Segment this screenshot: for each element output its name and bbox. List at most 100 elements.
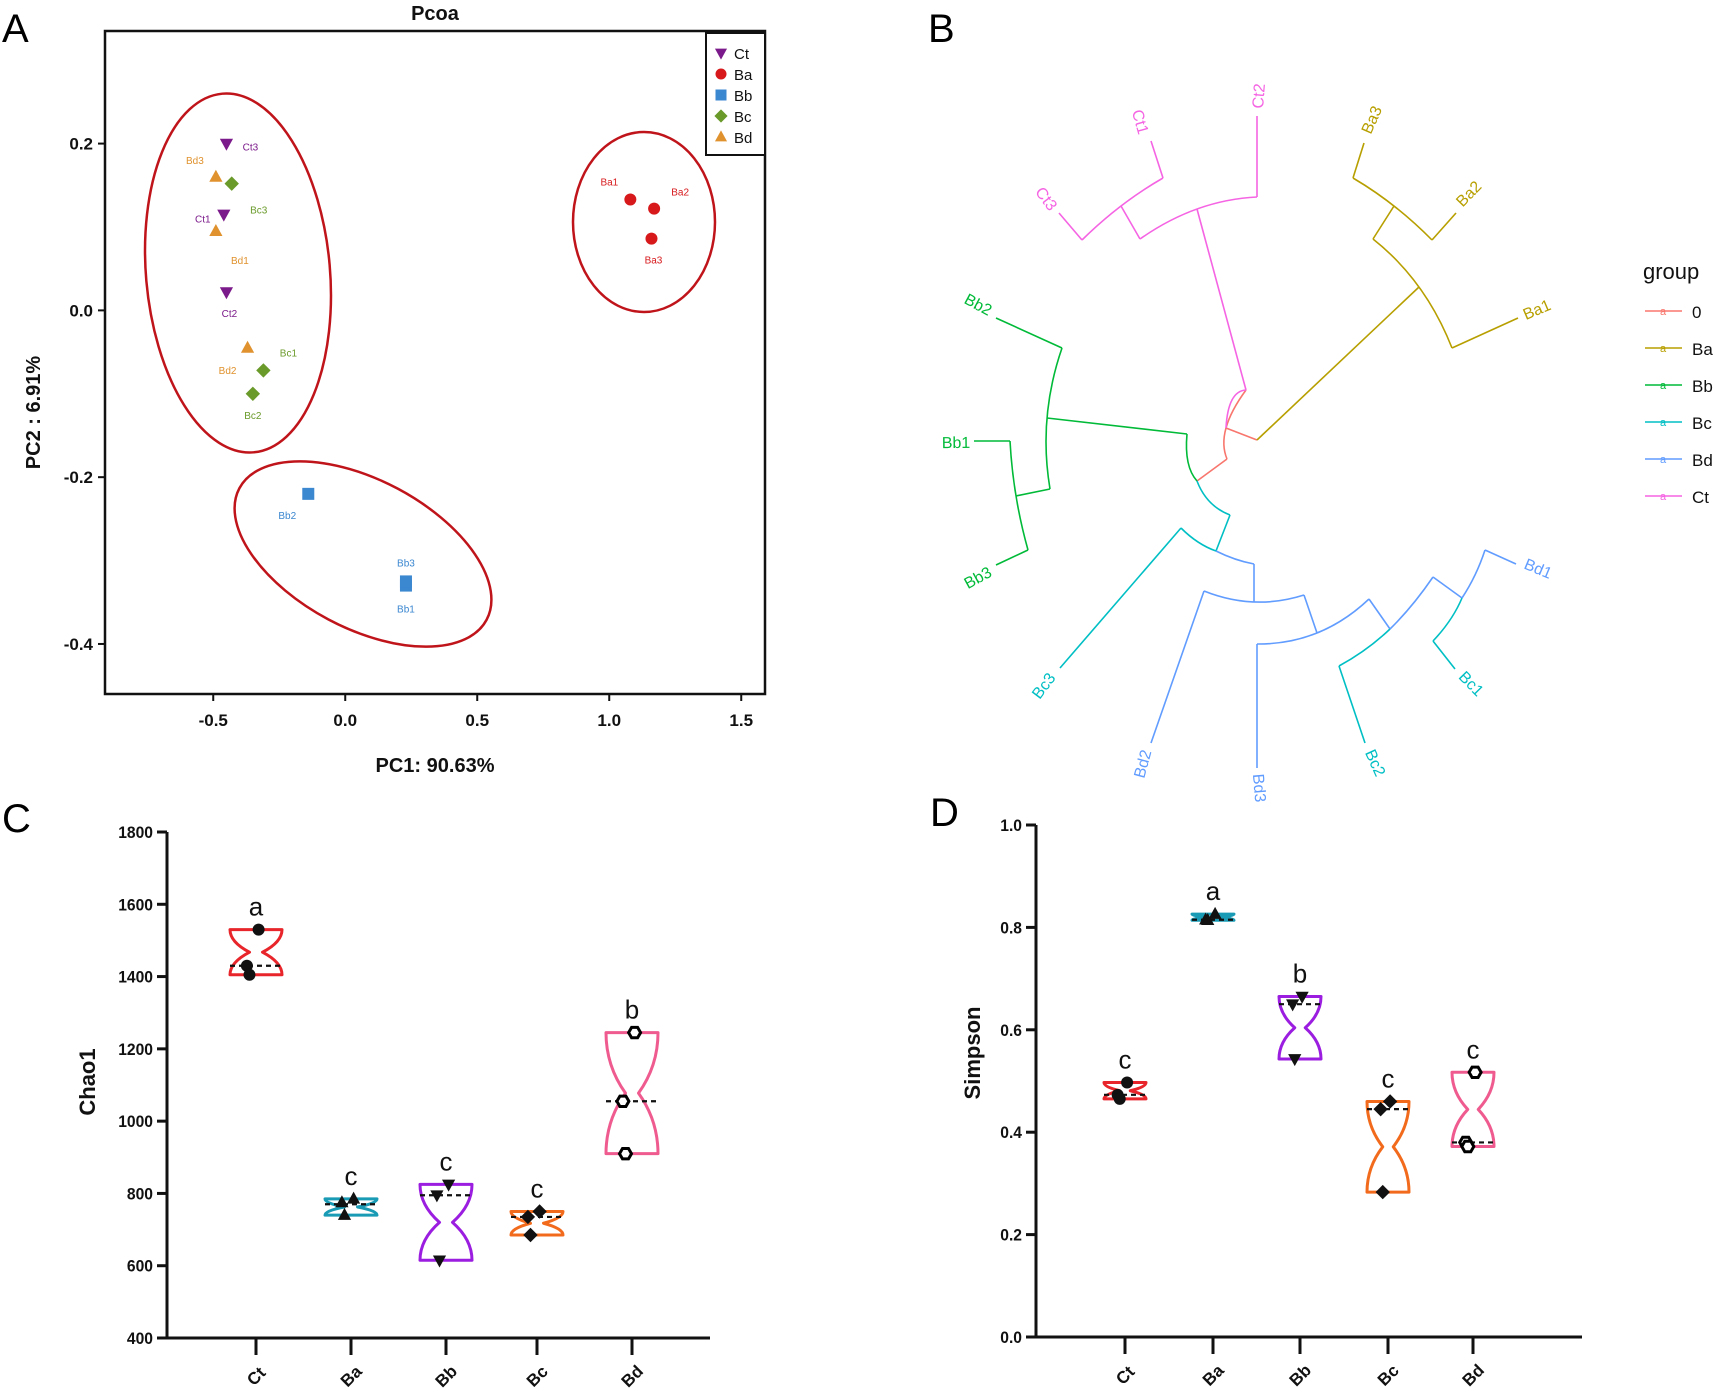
legend-label: Ct	[734, 46, 750, 63]
y-tick-label: 0.6	[1000, 1021, 1022, 1040]
y-tick-label: 0.0	[1000, 1328, 1022, 1347]
legend-label: Ba	[1692, 340, 1713, 359]
x-tick-label-bc: Bc	[1374, 1361, 1403, 1390]
point-label: Bb2	[278, 511, 296, 522]
data-point	[430, 1190, 444, 1203]
legend-title: group	[1643, 259, 1699, 284]
legend-key-glyph: a	[1660, 417, 1667, 429]
branch-bd	[1368, 598, 1391, 630]
y-tick-label: -0.4	[64, 635, 94, 654]
data-point	[1295, 991, 1309, 1004]
point-label: Bb3	[397, 558, 415, 569]
point-bc3	[224, 176, 239, 191]
y-tick-label: -0.2	[64, 468, 93, 487]
y-axis-title: PC2 : 6.91%	[23, 356, 45, 470]
point-ct2	[219, 287, 234, 300]
point-ct1	[217, 209, 231, 222]
point-label: Ba2	[671, 188, 689, 199]
branch-0	[1223, 389, 1247, 460]
branch-0	[1225, 427, 1258, 441]
branch-ba	[1451, 317, 1519, 349]
simpson-panel: 0.0 0.2 0.4 0.6 0.8 1.0 Simpson Ct c Ba a Bb b Bc c Bd c	[960, 816, 1582, 1390]
point-label: Bb1	[397, 605, 415, 616]
violin-bc	[509, 1210, 565, 1237]
legend-label: Bb	[734, 88, 752, 105]
branch-bc	[1432, 640, 1456, 670]
y-tick-label: 1800	[118, 823, 153, 842]
panel-label-b: B	[928, 7, 955, 51]
x-tick-label: 0.0	[333, 711, 357, 730]
data-point	[532, 1204, 547, 1219]
legend-marker-ba	[715, 68, 727, 80]
y-tick-label: 0.2	[1000, 1226, 1022, 1245]
violin-bd	[604, 1031, 660, 1156]
branch-ct	[1120, 205, 1141, 240]
point-label: Bc3	[250, 206, 268, 217]
legend-label: Bc	[1692, 414, 1712, 433]
branch-ct	[1139, 196, 1258, 240]
data-point	[252, 923, 265, 936]
x-tick-label-bd: Bd	[618, 1362, 647, 1391]
branch-bb	[1185, 433, 1198, 482]
branch-ba	[1372, 205, 1395, 240]
y-tick-label: 600	[127, 1257, 153, 1276]
point-label: Ba3	[645, 256, 663, 267]
y-tick-label: 0.4	[1000, 1124, 1022, 1143]
branch-bb	[1015, 488, 1051, 497]
data-point	[335, 1195, 349, 1208]
cluster-ellipse-ba	[571, 130, 717, 314]
branch-ba	[1431, 212, 1457, 241]
point-label: Bd1	[231, 256, 249, 267]
branch-bd	[1484, 549, 1517, 565]
leaf-label-bc1: Bc1	[1455, 669, 1487, 701]
x-tick-label-bb: Bb	[432, 1362, 461, 1391]
data-point	[1373, 1101, 1388, 1117]
significance-letter: c	[1467, 1034, 1480, 1064]
legend-marker-bb	[715, 89, 727, 101]
branch-bb	[1009, 440, 1029, 551]
data-point	[240, 959, 253, 972]
point-ba2	[648, 202, 661, 215]
y-tick-label: 0.2	[69, 135, 93, 154]
leaf-label-ba1: Ba1	[1521, 297, 1554, 324]
x-tick-label-bd: Bd	[1459, 1361, 1488, 1390]
point-bc1	[256, 363, 271, 378]
branch-ct	[1150, 140, 1164, 179]
data-point	[337, 1207, 352, 1220]
legend-label: 0	[1692, 303, 1701, 322]
y-tick-label: 800	[127, 1185, 153, 1204]
branch-ct	[1225, 389, 1247, 429]
significance-letter: a	[1206, 876, 1221, 906]
data-point	[1382, 1094, 1398, 1109]
branch-bb	[1045, 347, 1063, 490]
legend-marker-ct	[714, 48, 728, 60]
branch-bd	[1215, 550, 1255, 565]
data-point	[243, 968, 256, 981]
significance-letter: c	[531, 1174, 544, 1204]
branch-ct	[1058, 212, 1083, 241]
leaf-label-bd1: Bd1	[1521, 556, 1554, 583]
leaf-label-ba2: Ba2	[1453, 178, 1485, 210]
data-point	[523, 1227, 538, 1243]
leaf-label-bd3: Bd3	[1249, 773, 1268, 803]
point-label: Ct2	[222, 309, 238, 320]
legend-label: Bd	[1692, 451, 1713, 470]
violin-ct	[228, 928, 284, 977]
leaf-label-bb2: Bb2	[961, 291, 994, 319]
data-point	[1467, 1065, 1483, 1079]
data-point	[1288, 1054, 1302, 1067]
leaf-label-ba3: Ba3	[1359, 104, 1386, 137]
violin-bb	[418, 1182, 474, 1262]
point-bc2	[245, 386, 261, 401]
cluster-ellipse-bb	[233, 460, 493, 648]
panel-label-c: C	[2, 797, 31, 841]
x-tick-label-ct: Ct	[1112, 1362, 1138, 1388]
branch-bd	[1432, 576, 1463, 599]
leaf-label-ct2: Ct2	[1250, 83, 1269, 109]
x-axis-title: PC1: 90.63%	[376, 755, 495, 777]
branch-bc	[1196, 480, 1231, 516]
point-bd1	[209, 223, 223, 236]
panel-label-d: D	[930, 791, 959, 835]
x-tick-label-ba: Ba	[337, 1362, 366, 1391]
